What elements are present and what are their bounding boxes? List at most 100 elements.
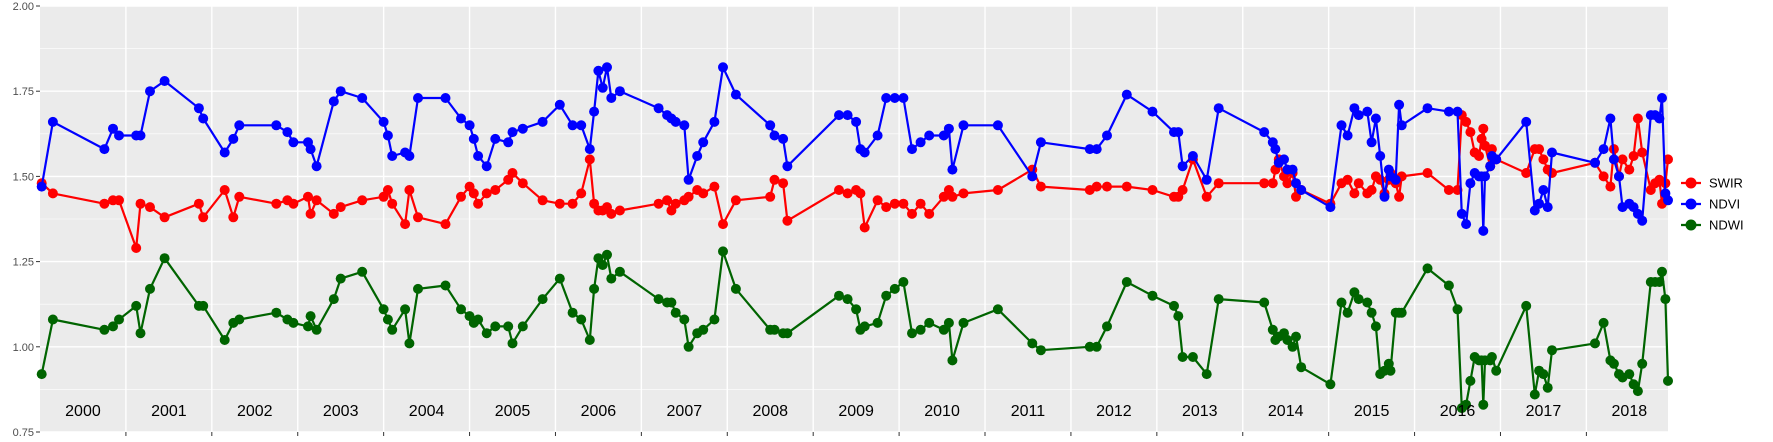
swir-point [778,178,789,189]
ndwi-point [938,324,949,335]
ndwi-point [198,300,209,311]
ndvi-point [692,151,703,161]
ndvi-point [507,127,518,138]
swir-point [47,188,58,199]
ndwi-point [730,283,741,294]
swir-point [1521,168,1532,178]
legend-label-ndwi: NDWI [1709,218,1744,233]
ndwi-point [537,294,548,305]
swir-point [872,195,883,206]
ndwi-point [683,341,694,352]
year-label: 2008 [752,403,788,420]
swir-point [468,188,479,199]
ndwi-point [1213,294,1224,305]
ndvi-point [1325,202,1336,213]
swir-point [567,198,578,209]
ndwi-point [1091,341,1102,352]
ndvi-point [1521,116,1532,127]
ndwi-point [1385,365,1396,376]
swir-point [1538,154,1549,165]
ndwi-point [490,321,501,332]
swir-point [1617,154,1628,165]
swir-point [938,191,949,202]
year-label: 2015 [1354,403,1390,420]
ndwi-point [1657,266,1667,277]
swir-point [357,195,368,206]
ndvi-point [938,130,949,141]
ndvi-point [1657,93,1667,103]
swir-point [335,202,346,213]
ndvi-point [357,93,368,103]
swir-point [114,195,124,206]
ndvi-point [1279,154,1289,165]
ndvi-point [1035,137,1046,148]
ndwi-point [400,304,411,315]
ndvi-point [1422,103,1433,114]
ndvi-point [1394,99,1405,110]
ndvi-point [271,120,282,131]
ndwi-point [1187,352,1198,362]
ndvi-point [842,110,853,121]
ndvi-point [1478,225,1489,236]
ndvi-point [456,113,466,124]
ndvi-point [589,106,600,117]
ndvi-point [311,161,322,172]
ndvi-point [1608,154,1619,165]
ndwi-point [1542,382,1553,393]
ndwi-point [1169,300,1179,311]
ndwi-point [614,266,625,277]
ndvi-point [769,130,780,141]
ndvi-point [1187,151,1198,161]
swir-point [311,195,322,206]
year-label: 2006 [581,403,617,420]
ndvi-point [219,147,230,158]
ndvi-point [554,99,565,110]
ndvi-point [1366,137,1377,148]
ndwi-point [1121,277,1132,287]
ndvi-point [198,113,209,124]
swir-point [614,205,625,216]
series-swir [36,110,1673,253]
ndvi-point [1637,215,1648,226]
ndvi-point [490,133,501,144]
ndwi-point [288,317,299,328]
swir-point [782,215,793,226]
ndwi-point [782,328,793,339]
ndvi-point [698,137,709,148]
ndvi-point [288,137,299,148]
swir-point [1267,178,1278,189]
legend-key-point [1685,219,1697,231]
swir-point [859,222,870,233]
ndwi-point [851,304,862,315]
ndwi-point [567,307,578,318]
swir-point [1349,188,1360,199]
swir-point [228,212,239,223]
ndwi-point [666,297,677,308]
swir-point [440,219,451,230]
swir-point [1422,168,1433,178]
ndvi-point [114,130,124,141]
swir-point [1353,178,1364,189]
ndvi-point [1177,161,1188,172]
ndwi-point [1422,263,1433,274]
ndvi-point [576,120,587,131]
swir-point [1605,181,1616,192]
ndvi-point [597,82,608,93]
year-label: 2012 [1096,403,1132,420]
ndvi-point [1461,219,1472,230]
ndwi-point [335,273,346,284]
ndwi-point [99,324,110,335]
swir-point [1121,181,1132,192]
swir-point [1624,164,1635,175]
ndvi-point [1091,144,1102,155]
swir-point [1474,151,1484,161]
ndvi-point [782,161,793,172]
ndvi-point [404,151,415,161]
ndwi-point [606,273,617,284]
ndwi-point [602,249,612,260]
ndwi-point [842,294,853,305]
year-label: 2007 [667,403,703,420]
ndvi-point [907,144,917,155]
ndvi-point [834,110,844,121]
swir-point [730,195,741,206]
